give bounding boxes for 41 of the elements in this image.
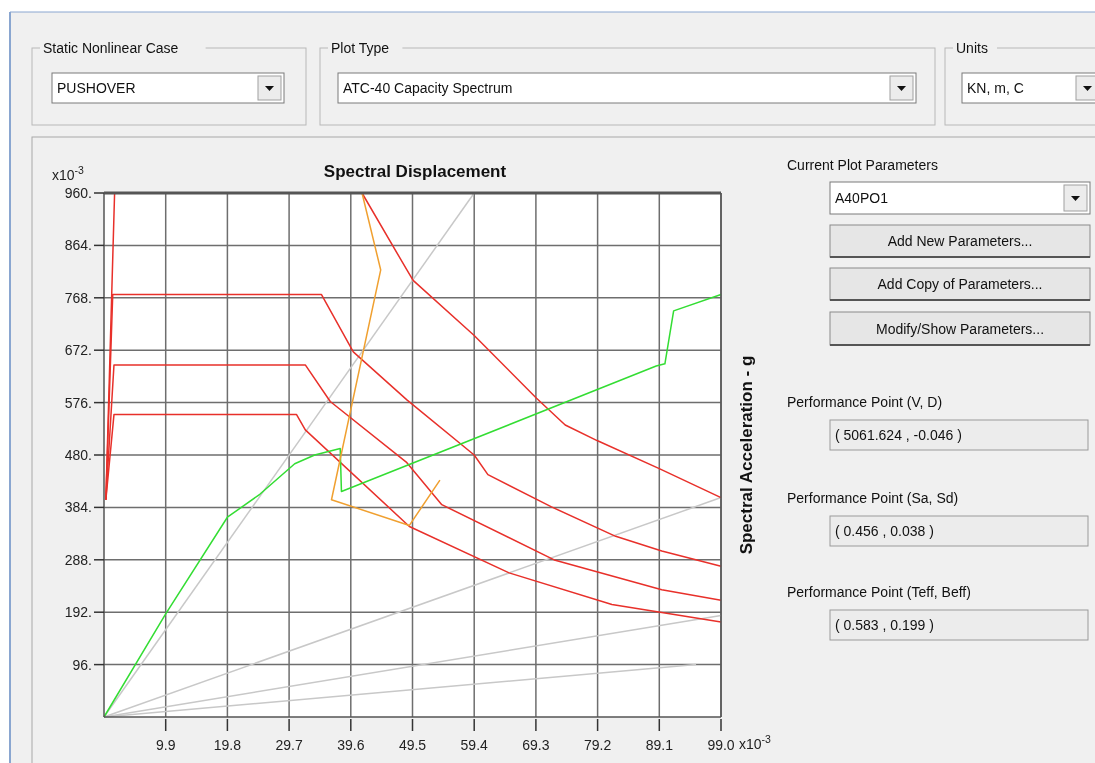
text: Static Nonlinear Case <box>43 40 179 56</box>
text: ( 5061.624 , -0.046 ) <box>835 427 962 443</box>
text: KN, m, C <box>967 80 1024 96</box>
x-tick-label: 39.6 <box>337 737 365 753</box>
y-tick-label: 672. <box>64 342 92 359</box>
y-tick-label: 960. <box>64 184 92 201</box>
text: ( 0.583 , 0.199 ) <box>835 617 934 633</box>
y-tick-label: 384. <box>64 499 92 516</box>
text: Units <box>956 40 988 56</box>
x-tick-label: 99.0 <box>707 737 735 753</box>
y-tick-label: 768. <box>64 289 92 306</box>
text: Performance Point (Teff, Beff) <box>787 584 971 600</box>
y-axis-title: Spectral Acceleration - g <box>737 355 756 555</box>
text: Current Plot Parameters <box>787 157 938 173</box>
text: A40PO1 <box>835 190 889 206</box>
y-tick-label: 576. <box>64 394 92 411</box>
text: ( 0.456 , 0.038 ) <box>835 523 934 539</box>
x-tick-label: 9.9 <box>155 737 176 753</box>
x-tick-label: 89.1 <box>645 737 674 753</box>
text: PUSHOVER <box>57 80 136 96</box>
x-tick-label: 79.2 <box>583 737 612 753</box>
text: Add Copy of Parameters... <box>877 276 1043 292</box>
text: Add New Parameters... <box>887 233 1033 249</box>
text: Modify/Show Parameters... <box>875 320 1045 337</box>
y-tick-label: 288. <box>64 551 92 568</box>
x-tick-label: 69.3 <box>522 737 550 753</box>
text: x10$^{-3}$ <box>52 164 85 183</box>
text: Performance Point (V, D) <box>787 394 943 410</box>
x-tick-label: 29.7 <box>275 737 303 753</box>
chart-title: Spectral Displacement <box>323 162 507 181</box>
x-tick-label: 59.4 <box>460 737 489 753</box>
y-tick-label: 192. <box>64 604 92 621</box>
text: Performance Point (Sa, Sd) <box>787 490 959 506</box>
x-tick-label: 19.8 <box>213 737 242 753</box>
text: ATC-40 Capacity Spectrum <box>343 80 513 96</box>
x-tick-label: 49.5 <box>398 737 427 753</box>
y-tick-label: 480. <box>64 446 92 463</box>
y-tick-label: 96. <box>72 656 92 673</box>
text: x10$^{-3}$ <box>739 733 772 752</box>
y-tick-label: 864. <box>64 237 92 254</box>
text: Plot Type <box>331 40 390 56</box>
